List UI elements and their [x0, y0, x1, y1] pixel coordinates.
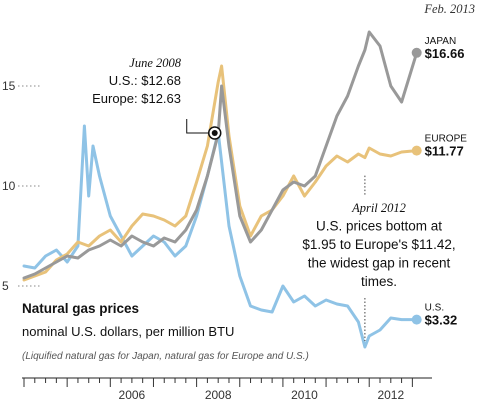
annotation-text: U.S.: $12.68: [109, 73, 181, 88]
series-end-value-us: $3.32: [425, 313, 458, 328]
x-tick-label: 2006: [119, 388, 146, 402]
x-tick-label: 2008: [205, 388, 232, 402]
chart-note: (Liquified natural gas for Japan, natura…: [22, 351, 309, 362]
annotation-date: April 2012: [351, 201, 406, 215]
y-tick-label: 10: [2, 179, 16, 193]
annotation-date: June 2008: [129, 56, 181, 70]
annotation-text: $1.95 to Europe's $11.42,: [302, 237, 455, 252]
end-date-header: Feb. 2013: [423, 2, 475, 16]
annotation-leader: [186, 119, 209, 134]
annotation-text: U.S. prices bottom at: [316, 219, 442, 234]
series-end-dot-japan: [411, 47, 422, 58]
chart-title: Natural gas prices: [22, 301, 139, 316]
series-legend-europe: EUROPE: [425, 134, 468, 145]
series-end-value-europe: $11.77: [425, 144, 464, 159]
annotation-text: Europe: $12.63: [92, 91, 181, 106]
chart-subtitle: nominal U.S. dollars, per million BTU: [22, 324, 234, 339]
y-tick-label: 5: [2, 279, 9, 293]
series-legend-japan: JAPAN: [425, 36, 457, 47]
series-end-value-japan: $16.66: [425, 46, 465, 61]
annotation-text: the widest gap in recent: [308, 256, 451, 271]
series-legend-us: U.S.: [425, 303, 444, 314]
x-tick-label: 2010: [291, 388, 318, 402]
y-tick-label: 15: [2, 79, 16, 93]
annotation-text: times.: [361, 274, 397, 289]
series-end-dot-us: [411, 314, 422, 325]
series-line-japan: [22, 30, 419, 280]
x-tick-label: 2012: [377, 388, 404, 402]
series-end-dot-europe: [411, 145, 422, 156]
series-line-europe: [22, 64, 419, 282]
annotation-marker-center: [211, 130, 218, 136]
